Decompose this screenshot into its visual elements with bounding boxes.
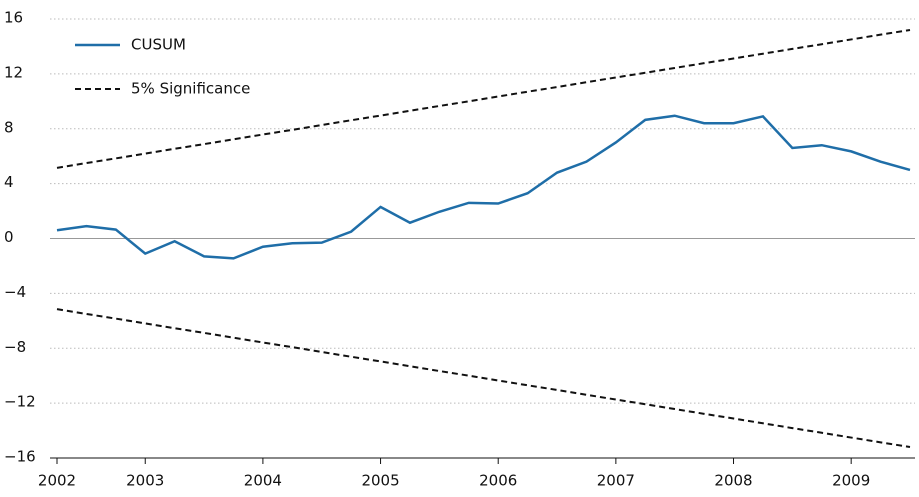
- y-tick-label: 8: [4, 118, 14, 136]
- x-tick-label: 2007: [597, 472, 635, 490]
- x-tick-label: 2005: [361, 472, 399, 490]
- x-tick-label: 2008: [714, 472, 752, 490]
- x-tick-label: 2002: [38, 472, 76, 490]
- y-tick-label: −16: [4, 448, 36, 466]
- significance-line: [56, 28, 911, 169]
- x-tick-label: 2003: [126, 472, 164, 490]
- cusum-line: [56, 114, 911, 260]
- x-tick-label: 2009: [832, 472, 870, 490]
- y-tick-label: −8: [4, 338, 26, 356]
- legend-label: 5% Significance: [131, 80, 250, 98]
- y-tick-label: 16: [4, 9, 23, 27]
- y-tick-label: 12: [4, 63, 23, 81]
- legend-label: CUSUM: [131, 36, 186, 54]
- x-tick-label: 2004: [244, 472, 282, 490]
- significance-line: [56, 308, 911, 449]
- y-tick-label: −4: [4, 283, 26, 301]
- y-tick-label: −12: [4, 393, 36, 411]
- y-tick-label: 4: [4, 173, 14, 191]
- x-tick-label: 2006: [479, 472, 517, 490]
- y-tick-label: 0: [4, 228, 14, 246]
